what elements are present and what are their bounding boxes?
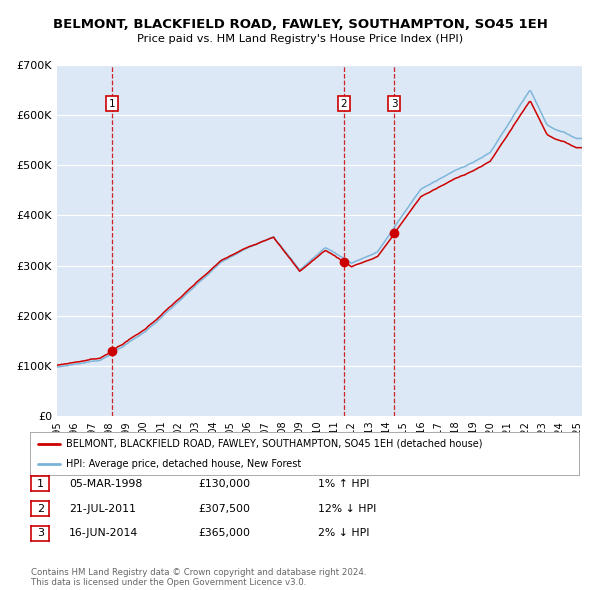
Text: BELMONT, BLACKFIELD ROAD, FAWLEY, SOUTHAMPTON, SO45 1EH (detached house): BELMONT, BLACKFIELD ROAD, FAWLEY, SOUTHA…	[65, 439, 482, 449]
Text: BELMONT, BLACKFIELD ROAD, FAWLEY, SOUTHAMPTON, SO45 1EH: BELMONT, BLACKFIELD ROAD, FAWLEY, SOUTHA…	[53, 18, 547, 31]
Text: 1: 1	[37, 479, 44, 489]
Text: 3: 3	[391, 99, 397, 109]
Text: 12% ↓ HPI: 12% ↓ HPI	[318, 504, 376, 513]
Text: 21-JUL-2011: 21-JUL-2011	[69, 504, 136, 513]
Text: Price paid vs. HM Land Registry's House Price Index (HPI): Price paid vs. HM Land Registry's House …	[137, 34, 463, 44]
Text: £130,000: £130,000	[198, 479, 250, 489]
Text: 1% ↑ HPI: 1% ↑ HPI	[318, 479, 370, 489]
Text: 1: 1	[109, 99, 115, 109]
Text: 2: 2	[340, 99, 347, 109]
Text: £365,000: £365,000	[198, 529, 250, 538]
Text: Contains HM Land Registry data © Crown copyright and database right 2024.
This d: Contains HM Land Registry data © Crown c…	[31, 568, 367, 587]
Text: 2% ↓ HPI: 2% ↓ HPI	[318, 529, 370, 538]
Text: 2: 2	[37, 504, 44, 513]
Text: 05-MAR-1998: 05-MAR-1998	[69, 479, 142, 489]
Text: 3: 3	[37, 529, 44, 538]
Text: 16-JUN-2014: 16-JUN-2014	[69, 529, 138, 538]
Text: HPI: Average price, detached house, New Forest: HPI: Average price, detached house, New …	[65, 460, 301, 469]
Text: £307,500: £307,500	[198, 504, 250, 513]
